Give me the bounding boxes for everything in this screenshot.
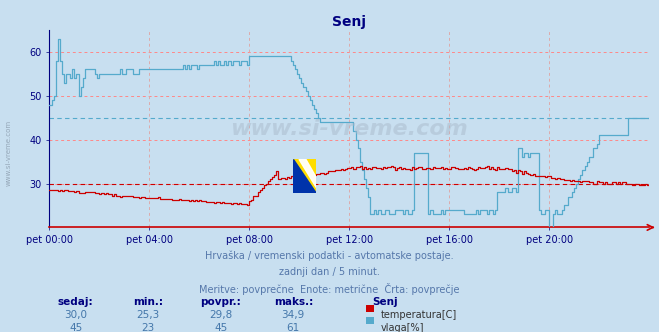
- Text: www.si-vreme.com: www.si-vreme.com: [5, 120, 11, 186]
- Text: 45: 45: [214, 323, 227, 332]
- Text: 25,3: 25,3: [136, 310, 160, 320]
- Text: povpr.:: povpr.:: [200, 297, 241, 307]
- Polygon shape: [299, 159, 316, 188]
- Text: vlaga[%]: vlaga[%]: [381, 323, 424, 332]
- Polygon shape: [293, 159, 316, 193]
- Text: min.:: min.:: [133, 297, 163, 307]
- Text: 45: 45: [69, 323, 82, 332]
- Text: Hrvaška / vremenski podatki - avtomatske postaje.: Hrvaška / vremenski podatki - avtomatske…: [205, 251, 454, 261]
- Text: 61: 61: [287, 323, 300, 332]
- Text: 34,9: 34,9: [281, 310, 305, 320]
- Text: 23: 23: [142, 323, 155, 332]
- Text: Senj: Senj: [372, 297, 398, 307]
- Title: Senj: Senj: [332, 15, 366, 29]
- Text: Meritve: povprečne  Enote: metrične  Črta: povprečje: Meritve: povprečne Enote: metrične Črta:…: [199, 283, 460, 295]
- Text: www.si-vreme.com: www.si-vreme.com: [231, 119, 468, 139]
- Text: zadnji dan / 5 minut.: zadnji dan / 5 minut.: [279, 267, 380, 277]
- Text: 29,8: 29,8: [209, 310, 233, 320]
- Text: temperatura[C]: temperatura[C]: [381, 310, 457, 320]
- Polygon shape: [293, 159, 316, 193]
- Text: 30,0: 30,0: [65, 310, 87, 320]
- Text: sedaj:: sedaj:: [58, 297, 94, 307]
- Text: maks.:: maks.:: [273, 297, 313, 307]
